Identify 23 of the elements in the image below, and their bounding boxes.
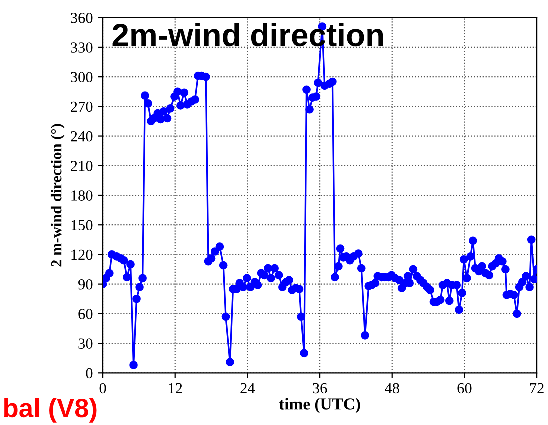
x-tick-label: 72 — [530, 383, 544, 394]
x-tick-label: 36 — [313, 383, 328, 394]
y-tick-label: 0 — [86, 368, 93, 379]
y-tick-label: 300 — [71, 72, 93, 83]
x-tick-label: 0 — [100, 383, 106, 394]
y-tick-label: 60 — [78, 309, 93, 320]
x-tick-label: 12 — [169, 383, 182, 394]
y-axis-title: 2 m-wind direction (°) — [50, 124, 65, 267]
y-tick-label: 30 — [78, 338, 93, 349]
y-tick-label: 120 — [72, 250, 93, 260]
y-tick-label: 270 — [71, 102, 93, 112]
x-axis-title: time (UTC) — [279, 398, 360, 414]
y-tick-label: 240 — [71, 131, 93, 142]
x-tick-label: 48 — [385, 383, 400, 394]
y-tick-label: 90 — [78, 279, 93, 290]
y-tick-label: 150 — [72, 220, 93, 231]
y-tick-label: 330 — [71, 42, 93, 53]
y-tick-label: 360 — [71, 12, 93, 24]
y-tick-label: 210 — [71, 161, 93, 172]
x-tick-label: 24 — [240, 383, 256, 394]
y-tick-label: 180 — [72, 190, 93, 201]
text: bal (V8) — [4, 398, 97, 423]
x-tick-label: 60 — [458, 383, 472, 394]
